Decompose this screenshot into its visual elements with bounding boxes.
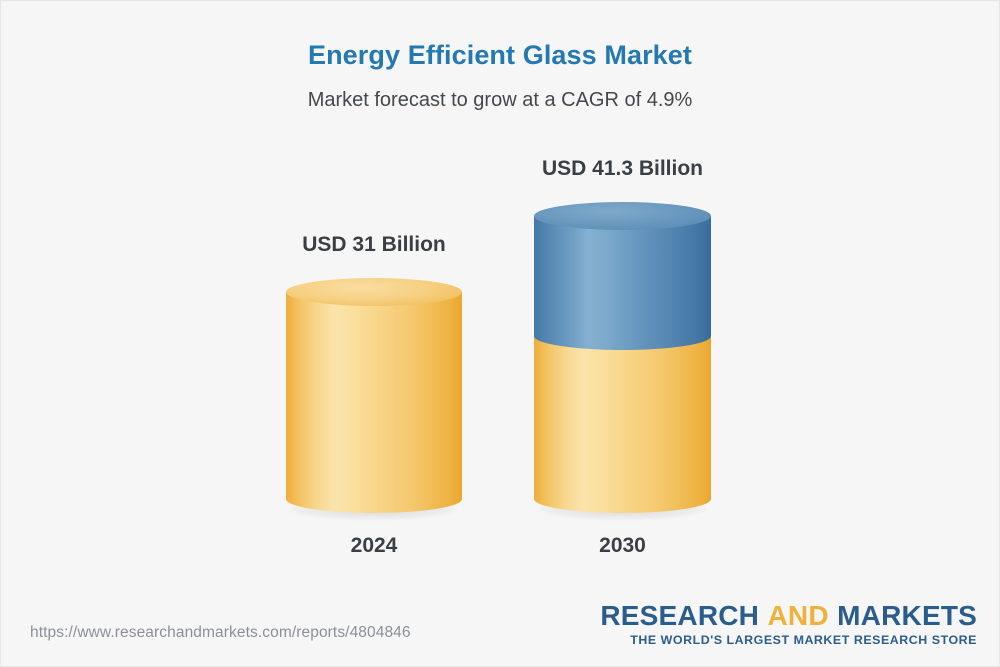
logo-word-and: AND <box>767 600 829 631</box>
cylinder-body-base-2030 <box>534 336 711 499</box>
bar-value-label-2024: USD 31 Billion <box>302 233 446 256</box>
cylinder-segment-divider-2030 <box>534 322 711 350</box>
logo-tagline: THE WORLD'S LARGEST MARKET RESEARCH STOR… <box>630 633 977 648</box>
bar-value-label-2030: USD 41.3 Billion <box>541 157 704 180</box>
cylinder-2024 <box>286 278 462 513</box>
cylinder-top-cap-2024 <box>286 278 462 306</box>
source-url[interactable]: https://www.researchandmarkets.com/repor… <box>30 624 411 641</box>
logo-word-research: RESEARCH <box>600 600 760 631</box>
cylinder-body-2024 <box>286 292 462 499</box>
bar-category-label-2024: 2024 <box>350 534 398 557</box>
page-title: Energy Efficient Glass Market <box>307 40 693 70</box>
bar-group-2030: USD 41.3 Billion 2030 <box>534 157 711 561</box>
research-and-markets-logo[interactable]: RESEARCH AND MARKETS THE WORLD'S LARGEST M… <box>600 601 977 648</box>
bar-category-label-2030: 2030 <box>599 534 646 557</box>
cylinder-body-growth-2030 <box>534 216 711 336</box>
cylinder-2030 <box>534 202 711 513</box>
logo-wordmark: RESEARCH AND MARKETS <box>600 601 977 630</box>
bar-group-2024: USD 31 Billion 2024 <box>286 161 462 561</box>
chart-subtitle: Market forecast to grow at a CAGR of 4.9… <box>307 89 693 111</box>
cylinder-top-cap-2030 <box>534 202 711 230</box>
logo-word-markets: MARKETS <box>837 600 977 631</box>
